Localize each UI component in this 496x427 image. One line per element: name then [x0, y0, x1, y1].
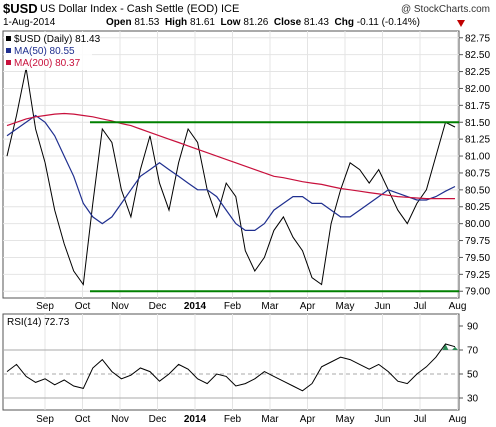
rsi-x-tick-label: Jul: [414, 414, 427, 425]
price-x-tick-label: Jun: [374, 301, 390, 312]
price-x-tick-label: May: [336, 301, 355, 312]
exchange-label: ICE: [220, 3, 240, 15]
price-x-tick-label: Mar: [261, 301, 279, 312]
rsi-line: [6, 343, 456, 392]
quote-date: 1-Aug-2014: [3, 17, 56, 28]
rsi-x-tick-label: Jun: [374, 414, 390, 425]
close-value: 81.43: [303, 17, 329, 28]
price-y-tick-label: 79.75: [465, 236, 490, 247]
price-y-tick-label: 80.00: [465, 219, 490, 230]
price-x-tick-label: Dec: [149, 301, 167, 312]
price-x-tick-label: Apr: [300, 301, 316, 312]
price-y-tick-label: 82.75: [465, 33, 490, 44]
price-y-tick-label: 81.00: [465, 152, 490, 163]
rsi-y-tick-label: 90: [467, 322, 479, 333]
legend-entry: $USD (Daily) 81.43: [14, 34, 101, 45]
legend-entry: MA(200) 80.37: [14, 58, 81, 69]
price-y-tick-label: 82.25: [465, 67, 490, 78]
price-x-tick-label: Feb: [224, 301, 242, 312]
ma50-line: [6, 114, 456, 231]
rsi-y-tick-label: 50: [467, 370, 479, 381]
chart-title: US Dollar Index - Cash Settle (EOD) ICE: [40, 3, 239, 15]
rsi-x-tick-label: Dec: [149, 414, 167, 425]
rsi-overbought-fill: [442, 344, 458, 350]
rsi-x-tick-label: Aug: [449, 414, 467, 425]
rsi-y-tick-label: 70: [467, 346, 479, 357]
chg-label: Chg: [334, 17, 354, 28]
high-value: 81.61: [189, 17, 215, 28]
legend-entry: MA(50) 80.55: [14, 46, 75, 57]
chg-value: -0.11 (-0.14%): [356, 17, 420, 28]
legend-swatch: [6, 60, 11, 65]
price-x-tick-label: Jul: [414, 301, 427, 312]
price-x-tick-label: Oct: [75, 301, 91, 312]
rsi-x-tick-label: Nov: [111, 414, 129, 425]
price-y-tick-label: 81.50: [465, 118, 490, 129]
price-panel-frame: [2, 30, 460, 299]
open-label: Open: [106, 17, 132, 28]
stockcharts-credit: @ StockCharts.com: [400, 4, 490, 15]
legend-box: [4, 32, 92, 70]
price-x-tick-label: Sep: [36, 301, 54, 312]
ohlc-summary: Open 81.53 High 81.61 Low 81.26 Close 81…: [106, 17, 420, 28]
price-y-tick-label: 79.00: [465, 287, 490, 298]
rsi-x-tick-label: Sep: [36, 414, 54, 425]
price-y-tick-label: 80.50: [465, 185, 490, 196]
rsi-x-tick-label: May: [336, 414, 355, 425]
rsi-x-tick-label: Feb: [224, 414, 242, 425]
price-x-tick-label: Aug: [449, 301, 467, 312]
rsi-y-tick-label: 30: [467, 394, 479, 405]
rsi-label: RSI(14) 72.73: [7, 317, 70, 328]
close-label: Close: [273, 17, 302, 28]
down-arrow-icon: [457, 20, 465, 27]
legend-swatch: [6, 36, 11, 41]
ticker-symbol: $USD: [3, 1, 38, 16]
instrument-description: US Dollar Index - Cash Settle (EOD): [40, 3, 218, 15]
ma200-line: [6, 112, 455, 200]
price-y-tick-label: 81.75: [465, 101, 490, 112]
rsi-x-tick-label: Oct: [75, 414, 91, 425]
price-y-tick-label: 80.25: [465, 202, 490, 213]
price-x-tick-label: Nov: [111, 301, 129, 312]
rsi-x-tick-label: Mar: [261, 414, 279, 425]
price-y-tick-label: 82.00: [465, 84, 490, 95]
price-x-tick-label: 2014: [184, 301, 207, 312]
high-label: High: [164, 17, 188, 28]
price-line: [6, 68, 456, 286]
price-y-tick-label: 81.25: [465, 135, 490, 146]
price-y-tick-label: 80.75: [465, 168, 490, 179]
price-y-tick-label: 82.50: [465, 50, 490, 61]
price-y-tick-label: 79.25: [465, 270, 490, 281]
low-value: 81.26: [243, 17, 269, 28]
rsi-panel-frame: [2, 313, 460, 411]
legend-swatch: [6, 48, 11, 53]
rsi-x-tick-label: Apr: [300, 414, 316, 425]
price-y-tick-label: 79.50: [465, 253, 490, 264]
open-value: 81.53: [134, 17, 160, 28]
rsi-x-tick-label: 2014: [184, 414, 207, 425]
